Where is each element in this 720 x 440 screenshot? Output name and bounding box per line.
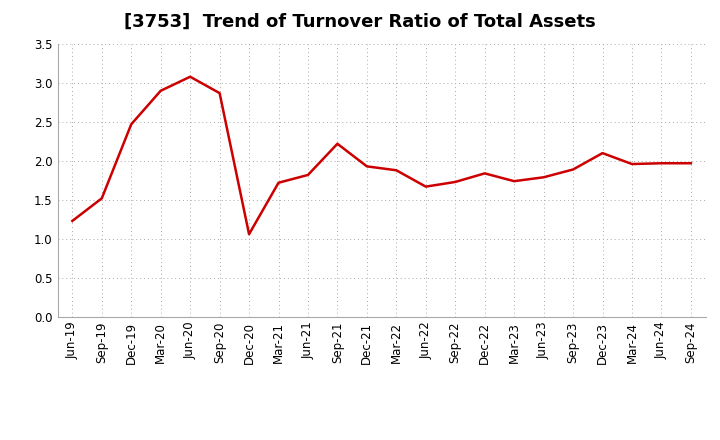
Text: [3753]  Trend of Turnover Ratio of Total Assets: [3753] Trend of Turnover Ratio of Total …: [124, 13, 596, 31]
